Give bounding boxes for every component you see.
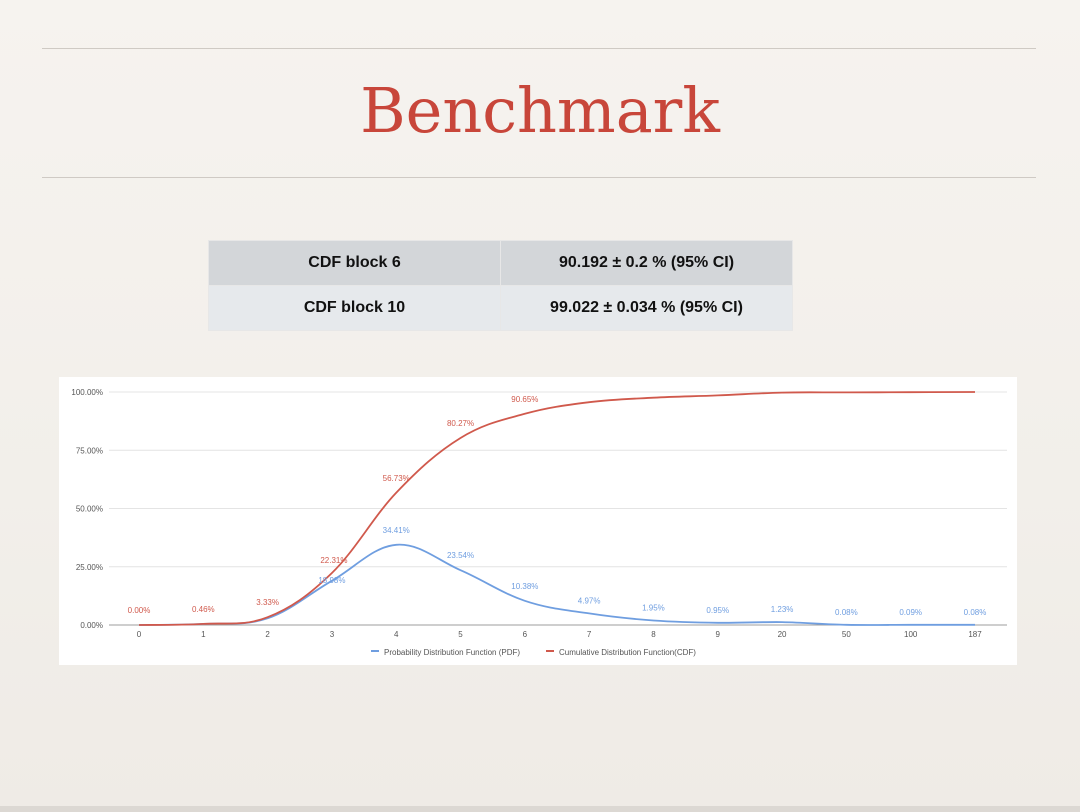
data-label: 0.95% (706, 606, 729, 615)
legend-swatch (546, 650, 554, 652)
chart-lines (138, 391, 976, 626)
data-label: 4.97% (578, 596, 601, 605)
x-tick-label: 7 (587, 630, 592, 639)
y-tick-label: 100.00% (71, 388, 103, 397)
legend-label: Cumulative Distribution Function(CDF) (559, 648, 696, 657)
data-label: 1.23% (771, 605, 794, 614)
data-label: 0.08% (964, 608, 987, 617)
y-tick-label: 0.00% (80, 621, 103, 630)
legend-label: Probability Distribution Function (PDF) (384, 648, 520, 657)
top-divider (42, 48, 1036, 49)
data-label: 56.73% (383, 474, 410, 483)
x-tick-label: 50 (842, 630, 851, 639)
x-tick-label: 187 (968, 630, 982, 639)
table-cell-value: 99.022 ± 0.034 % (95% CI) (500, 285, 793, 331)
x-tick-label: 100 (904, 630, 918, 639)
x-axis: 0 1 2 3 4 5 6 7 8 9 20 50 100 187 (137, 630, 982, 639)
x-tick-label: 20 (778, 630, 787, 639)
data-label: 18.98% (318, 576, 345, 585)
data-label: 22.31% (320, 556, 347, 565)
x-tick-label: 2 (265, 630, 270, 639)
table-row: CDF block 6 90.192 ± 0.2 % (95% CI) (208, 240, 793, 286)
bottom-divider (42, 177, 1036, 178)
chart-grid (109, 391, 1007, 626)
data-labels: 18.98% 34.41% 23.54% 10.38% 4.97% 1.95% 0.95% 1… (128, 395, 987, 617)
chart-legend: Probability Distribution Function (PDF) C… (371, 648, 696, 657)
table-row: CDF block 10 99.022 ± 0.034 % (95% CI) (208, 285, 793, 331)
x-tick-label: 9 (716, 630, 721, 639)
data-label: 80.27% (447, 419, 474, 428)
data-label: 1.95% (642, 603, 665, 612)
data-label: 0.08% (835, 608, 858, 617)
cdf-series-line (138, 391, 976, 626)
y-axis: 0.00% 25.00% 50.00% 75.00% 100.00% (71, 388, 103, 630)
x-tick-label: 6 (523, 630, 528, 639)
data-label: 0.00% (128, 606, 151, 615)
x-tick-label: 3 (330, 630, 335, 639)
table-cell-value: 90.192 ± 0.2 % (95% CI) (500, 240, 793, 286)
table-cell-label: CDF block 6 (208, 240, 501, 286)
slide-title: Benchmark (360, 74, 720, 147)
data-label: 3.33% (256, 598, 279, 607)
data-label: 90.65% (511, 395, 538, 404)
x-tick-label: 1 (201, 630, 206, 639)
pdf-series-line (138, 543, 975, 626)
chart-container: 0.00% 25.00% 50.00% 75.00% 100.00% 0 1 2 3 4 5 6 7 8… (59, 377, 1017, 665)
data-label: 34.41% (383, 526, 410, 535)
slide-edge (0, 806, 1080, 812)
data-label: 23.54% (447, 551, 474, 560)
confidence-interval-table: CDF block 6 90.192 ± 0.2 % (95% CI) CDF … (208, 240, 793, 331)
y-tick-label: 50.00% (76, 505, 103, 514)
y-tick-label: 25.00% (76, 563, 103, 572)
data-label: 10.38% (511, 582, 538, 591)
x-tick-label: 8 (651, 630, 656, 639)
x-tick-label: 4 (394, 630, 399, 639)
x-tick-label: 0 (137, 630, 142, 639)
data-label: 0.09% (899, 608, 922, 617)
data-label: 0.46% (192, 605, 215, 614)
table-cell-label: CDF block 10 (208, 285, 501, 331)
pdf-cdf-chart: 0.00% 25.00% 50.00% 75.00% 100.00% 0 1 2 3 4 5 6 7 8… (71, 388, 1007, 657)
x-tick-label: 5 (458, 630, 463, 639)
legend-swatch (371, 650, 379, 652)
y-tick-label: 75.00% (76, 446, 103, 455)
